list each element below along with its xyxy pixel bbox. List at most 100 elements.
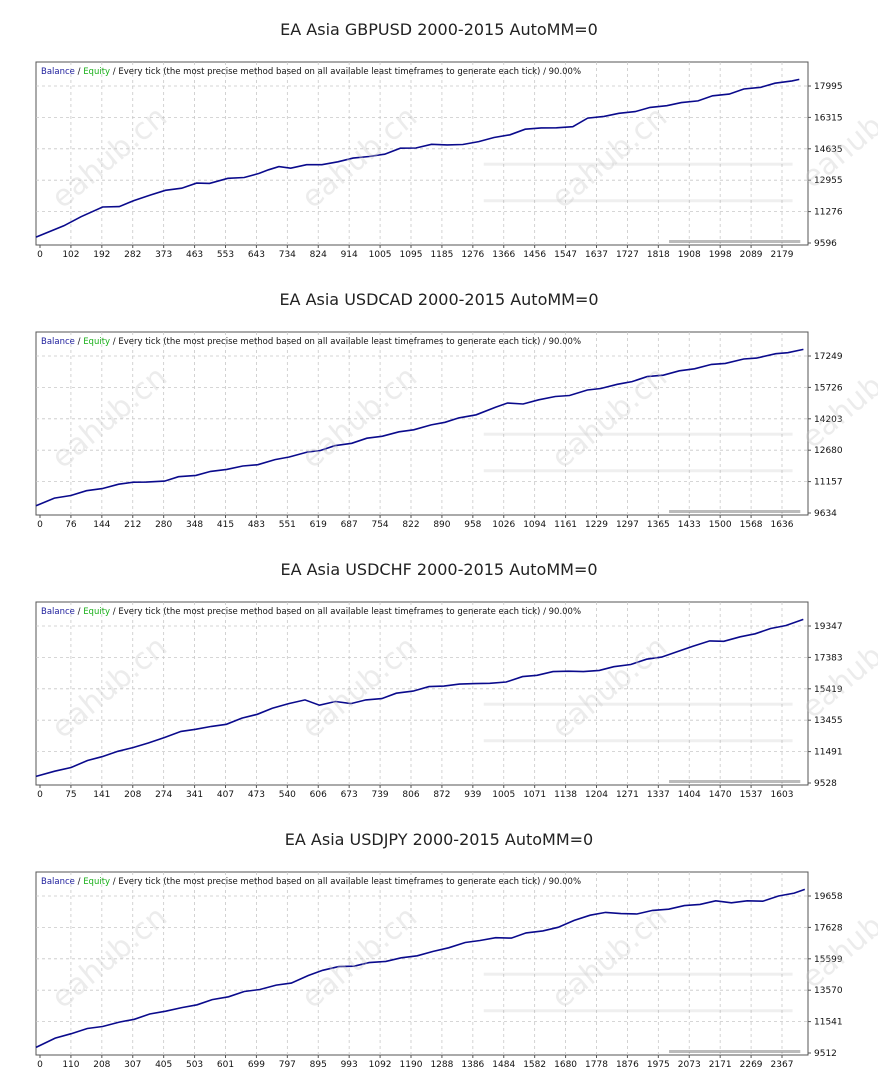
y-tick-label: 15599 — [814, 955, 843, 965]
x-tick-label: 144 — [93, 520, 110, 530]
x-tick-label: 1998 — [709, 250, 732, 260]
x-tick-label: 822 — [402, 520, 419, 530]
x-tick-label: 1547 — [554, 250, 577, 260]
chart-legend: Balance / Equity / Every tick (the most … — [41, 607, 581, 617]
x-tick-label: 958 — [464, 520, 481, 530]
x-tick-label: 890 — [433, 520, 450, 530]
x-tick-label: 2269 — [740, 1060, 763, 1070]
x-tick-label: 806 — [402, 790, 419, 800]
y-tick-label: 12955 — [814, 176, 843, 186]
legend-equity: Equity — [83, 607, 110, 617]
x-tick-label: 895 — [310, 1060, 327, 1070]
x-tick-label: 1185 — [430, 250, 453, 260]
x-tick-label: 872 — [433, 790, 450, 800]
plot-frame — [35, 331, 809, 516]
chart-title: EA Asia USDCHF 2000-2015 AutoMM=0 — [280, 560, 598, 579]
chart-title: EA Asia USDCAD 2000-2015 AutoMM=0 — [279, 290, 599, 309]
chart-legend: Balance / Equity / Every tick (the most … — [41, 67, 581, 77]
x-tick-label: 307 — [124, 1060, 141, 1070]
chart-legend: Balance / Equity / Every tick (the most … — [41, 877, 581, 887]
artifact-band — [669, 240, 801, 243]
y-tick-label: 17249 — [814, 352, 843, 362]
x-tick-label: 2179 — [771, 250, 794, 260]
x-tick-label: 553 — [217, 250, 234, 260]
artifact-band — [669, 780, 801, 783]
y-tick-label: 11276 — [814, 208, 843, 218]
x-tick-label: 212 — [124, 520, 141, 530]
artifact-band — [483, 739, 793, 743]
x-tick-label: 1071 — [523, 790, 546, 800]
x-tick-label: 1680 — [554, 1060, 577, 1070]
x-tick-label: 687 — [341, 520, 358, 530]
chart-title: EA Asia GBPUSD 2000-2015 AutoMM=0 — [280, 20, 598, 39]
artifact-band — [483, 702, 793, 706]
legend-equity: Equity — [83, 877, 110, 887]
x-tick-label: 208 — [93, 1060, 110, 1070]
x-tick-label: 1470 — [709, 790, 732, 800]
legend-description: / Every tick (the most precise method ba… — [110, 607, 581, 617]
artifact-band — [483, 1009, 793, 1013]
x-tick-label: 1229 — [585, 520, 608, 530]
x-tick-label: 1297 — [616, 520, 639, 530]
x-tick-label: 1005 — [369, 250, 392, 260]
x-tick-label: 2367 — [771, 1060, 794, 1070]
x-tick-label: 754 — [371, 520, 388, 530]
x-tick-label: 1365 — [647, 520, 670, 530]
y-tick-label: 17995 — [814, 82, 843, 92]
x-tick-label: 619 — [310, 520, 327, 530]
artifact-band — [483, 432, 793, 436]
y-tick-label: 13570 — [814, 986, 843, 996]
x-tick-label: 939 — [464, 790, 481, 800]
x-tick-label: 75 — [65, 790, 76, 800]
y-tick-label: 14635 — [814, 145, 843, 155]
x-tick-label: 1637 — [585, 250, 608, 260]
legend-description: / Every tick (the most precise method ba… — [110, 67, 581, 77]
x-tick-label: 739 — [371, 790, 388, 800]
x-tick-label: 1484 — [492, 1060, 515, 1070]
x-tick-label: 824 — [310, 250, 327, 260]
y-tick-label: 17628 — [814, 923, 843, 933]
x-tick-label: 1727 — [616, 250, 639, 260]
legend-separator: / — [75, 67, 83, 77]
balance-line — [35, 78, 800, 238]
x-tick-label: 1276 — [461, 250, 484, 260]
x-tick-label: 1204 — [585, 790, 608, 800]
legend-separator: / — [75, 607, 83, 617]
x-tick-label: 407 — [217, 790, 234, 800]
x-tick-label: 1271 — [616, 790, 639, 800]
y-tick-label: 12680 — [814, 446, 843, 456]
chart-svg: 0 75 141 208 274 341 407 473 540 606 673 739 806 872 9… — [35, 601, 843, 800]
plot-frame — [35, 61, 809, 246]
x-tick-label: 1190 — [400, 1060, 423, 1070]
x-tick-label: 1026 — [492, 520, 515, 530]
y-tick-label: 9634 — [814, 509, 837, 519]
x-tick-label: 373 — [155, 250, 172, 260]
y-tick-label: 13455 — [814, 716, 843, 726]
x-tick-label: 1337 — [647, 790, 670, 800]
legend-description: / Every tick (the most precise method ba… — [110, 337, 581, 347]
plot-frame — [35, 871, 809, 1056]
x-tick-label: 993 — [341, 1060, 358, 1070]
x-tick-label: 0 — [37, 520, 43, 530]
x-tick-label: 1975 — [647, 1060, 670, 1070]
x-tick-label: 473 — [248, 790, 265, 800]
y-tick-label: 9512 — [814, 1049, 837, 1059]
legend-equity: Equity — [83, 337, 110, 347]
y-tick-label: 17383 — [814, 653, 843, 663]
x-tick-label: 274 — [155, 790, 172, 800]
legend-balance: Balance — [41, 877, 75, 887]
x-tick-label: 1568 — [740, 520, 763, 530]
chart-svg: 0 110 208 307 405 503 601 699 797 895 993 1092 1190 1… — [35, 871, 843, 1070]
x-tick-label: 192 — [93, 250, 110, 260]
balance-line — [35, 348, 804, 507]
x-tick-label: 1636 — [771, 520, 794, 530]
x-tick-label: 76 — [65, 520, 77, 530]
x-tick-label: 282 — [124, 250, 141, 260]
artifact-band — [669, 510, 801, 513]
artifact-band — [483, 199, 793, 203]
x-tick-label: 643 — [248, 250, 265, 260]
chart-legend: Balance / Equity / Every tick (the most … — [41, 337, 581, 347]
legend-balance: Balance — [41, 337, 75, 347]
x-tick-label: 0 — [37, 250, 43, 260]
y-tick-label: 15726 — [814, 383, 843, 393]
